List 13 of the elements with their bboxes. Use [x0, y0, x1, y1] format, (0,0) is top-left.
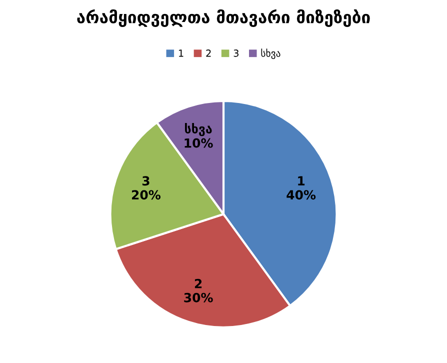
- legend-label: სხვა: [261, 48, 280, 60]
- slice-label: სხვა: [185, 123, 212, 136]
- legend-label: 3: [234, 50, 238, 57]
- data-label: 30%: [184, 292, 213, 302]
- slice-label: 1: [298, 176, 305, 186]
- legend-label: 2: [206, 50, 211, 57]
- data-label: 10%: [184, 138, 213, 148]
- chart-title: არამყიდველთა მთავარი მიზეზები: [77, 9, 370, 27]
- data-label: 40%: [286, 190, 316, 200]
- slice-label: 2: [194, 278, 202, 288]
- data-label: 20%: [132, 190, 161, 200]
- legend-label: 1: [179, 50, 184, 57]
- slice-label: 3: [142, 176, 150, 186]
